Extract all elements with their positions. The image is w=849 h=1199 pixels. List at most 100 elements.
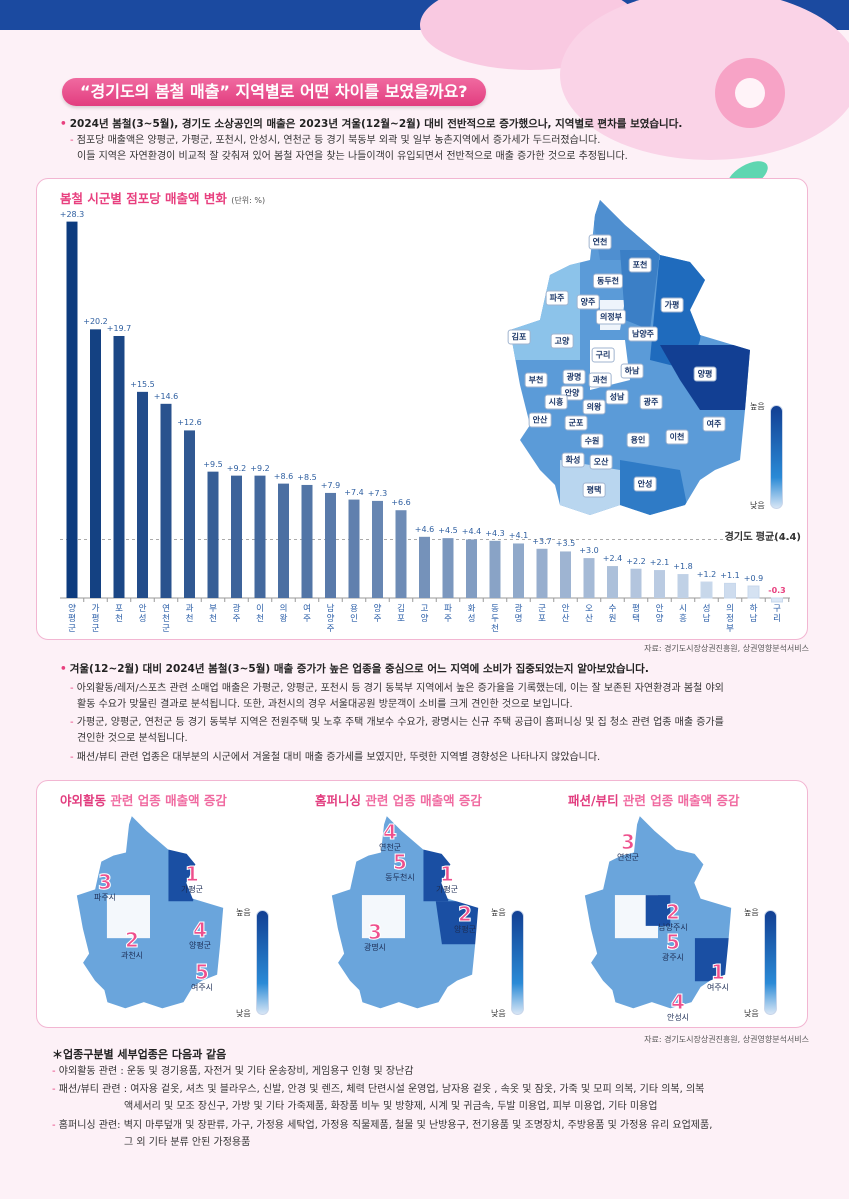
legend-high: 높음 xyxy=(744,908,759,917)
data-label: +1.1 xyxy=(720,571,740,581)
source-note-2: 자료: 경기도시장상권진흥원, 상권영향분석서비스 xyxy=(644,1035,809,1044)
section2-sub: 활동 수요가 맞물린 결과로 분석됩니다. 또한, 과천시의 경우 서울대공원 … xyxy=(77,699,573,710)
note-fashion: - 패션/뷰티 관련 : 여자용 겉옷, 셔츠 및 블라우스, 신발, 안경 및… xyxy=(52,1084,705,1095)
map-region-label: 시흥 xyxy=(544,394,568,410)
bar xyxy=(700,581,713,599)
chart-title: 봄철 시군별 점포당 매출액 변화 (단위: %) xyxy=(60,191,266,206)
bar xyxy=(607,566,618,598)
category-label: 가평군 xyxy=(91,604,100,634)
bar xyxy=(160,403,172,598)
category-label: 평택 xyxy=(632,604,640,624)
legend-high: 높음 xyxy=(236,908,251,917)
legend-low: 낮음 xyxy=(750,501,765,510)
source-note: 자료: 경기도시장상권진흥원, 상권영향분석서비스 xyxy=(644,644,809,653)
bar xyxy=(301,484,313,598)
map-region-label: 하남 xyxy=(620,363,644,379)
rank-marker: 2 과천시 xyxy=(120,928,144,961)
rank-marker: 3 광명시 xyxy=(363,920,387,953)
small-map-title: 패션/뷰티 관련 업종 매출액 증감 xyxy=(568,793,740,808)
map-region-label: 여주 xyxy=(702,416,726,432)
bar xyxy=(278,483,289,598)
map-region-label: 의왕 xyxy=(582,399,606,415)
data-label: +15.5 xyxy=(130,379,155,389)
legend-gradient xyxy=(511,910,524,1015)
small-map xyxy=(583,813,733,1010)
data-label: +9.2 xyxy=(250,463,270,473)
notes-heading: ＊업종구분별 세부업종은 다음과 같음 xyxy=(52,1048,227,1061)
rank-marker: 5 여주시 xyxy=(190,960,214,993)
category-label: 부천 xyxy=(209,604,217,624)
data-label: +9.2 xyxy=(226,463,247,473)
data-label: +1.2 xyxy=(696,570,717,580)
map-region-label: 가평 xyxy=(660,297,684,313)
category-label: 포천 xyxy=(115,604,123,624)
data-label: +7.3 xyxy=(367,488,388,498)
map-region-label: 평택 xyxy=(582,482,606,498)
category-label: 화성 xyxy=(467,604,476,624)
map-region-label: 수원 xyxy=(580,433,604,449)
data-label: +9.5 xyxy=(203,459,223,469)
rank-marker: 3 파주시 xyxy=(93,870,117,903)
bar xyxy=(536,548,548,598)
map-region-label: 군포 xyxy=(564,415,588,431)
data-label: +4.4 xyxy=(461,527,482,537)
bar xyxy=(137,391,148,598)
bar xyxy=(66,221,78,599)
map-region-label: 김포 xyxy=(507,329,531,345)
section2-sub: - 패션/뷰티 관련 업종은 대부분의 시군에서 겨울철 대비 매출 증가세를 … xyxy=(70,752,601,763)
map-region-label: 안성 xyxy=(633,476,657,492)
rank-marker: 2 남양주시 xyxy=(658,900,688,933)
category-label: 의정부 xyxy=(726,604,734,634)
map-region-label: 과천 xyxy=(588,372,612,388)
map-legend-gradient xyxy=(770,405,783,509)
map-region-label: 의정부 xyxy=(595,309,627,325)
average-line-label: 경기도 평균(4.4) xyxy=(724,532,801,543)
map-region-label: 파주 xyxy=(545,290,569,306)
bar xyxy=(419,536,430,598)
map-region-label: 남양주 xyxy=(627,326,659,342)
small-map xyxy=(75,813,225,1010)
map-region-label: 동두천 xyxy=(592,273,624,289)
bar xyxy=(325,492,336,598)
category-label: 광명 xyxy=(514,604,523,624)
rank-marker: 4 양평군 xyxy=(188,918,212,951)
map-region-label: 구리 xyxy=(591,347,615,363)
data-label: +4.1 xyxy=(508,531,529,541)
data-label: +12.6 xyxy=(177,418,202,428)
bar xyxy=(677,574,689,598)
category-label: 고양 xyxy=(420,604,429,624)
category-label: 안성 xyxy=(138,604,147,624)
category-label: 성남 xyxy=(702,604,711,624)
data-label: +3.7 xyxy=(532,536,552,546)
bar xyxy=(372,500,383,598)
bar xyxy=(348,499,360,598)
map-region-label: 오산 xyxy=(589,454,613,470)
category-label: 안양 xyxy=(655,604,664,624)
intro-sub: 이들 지역은 자연환경이 비교적 잘 갖춰져 있어 봄철 자연을 찾는 나들이객… xyxy=(77,151,628,162)
map-region-label: 안산 xyxy=(528,412,552,428)
category-label: 동두천 xyxy=(491,604,499,634)
bar xyxy=(747,585,760,599)
category-label: 양평군 xyxy=(68,604,76,634)
map-region-label: 양주 xyxy=(576,294,600,310)
map-region-label: 광명 xyxy=(562,369,586,385)
section2-sub: - 가평군, 양평군, 연천군 등 경기 동북부 지역은 전원주택 및 노후 주… xyxy=(70,717,724,728)
category-label: 연천군 xyxy=(162,604,170,634)
page-title: “경기도의 봄철 매출” 지역별로 어떤 차이를 보였을까요? xyxy=(62,78,486,106)
data-label: +7.9 xyxy=(320,480,341,490)
category-label: 광주 xyxy=(232,604,241,624)
note-home: - 홈퍼니싱 관련: 벽지 마루덮개 및 장판류, 가구, 가정용 세탁업, 가… xyxy=(52,1120,713,1131)
legend-low: 낮음 xyxy=(744,1009,759,1018)
category-label: 구리 xyxy=(773,604,781,624)
category-label: 안산 xyxy=(561,604,570,624)
map-region-label: 용인 xyxy=(626,432,650,448)
bar xyxy=(489,540,501,598)
gyeonggi-map xyxy=(510,200,750,515)
bar-chart xyxy=(60,221,790,603)
note-outdoor: - 야외활동 관련 : 운동 및 경기용품, 자전거 및 기타 운송장비, 게임… xyxy=(52,1066,414,1077)
rank-marker: 3 연천군 xyxy=(616,830,640,863)
category-label: 하남 xyxy=(749,604,758,624)
note-home-cont: 그 외 기타 분류 안된 가정용품 xyxy=(124,1137,251,1148)
bar xyxy=(442,538,454,598)
category-label: 파주 xyxy=(444,604,452,624)
